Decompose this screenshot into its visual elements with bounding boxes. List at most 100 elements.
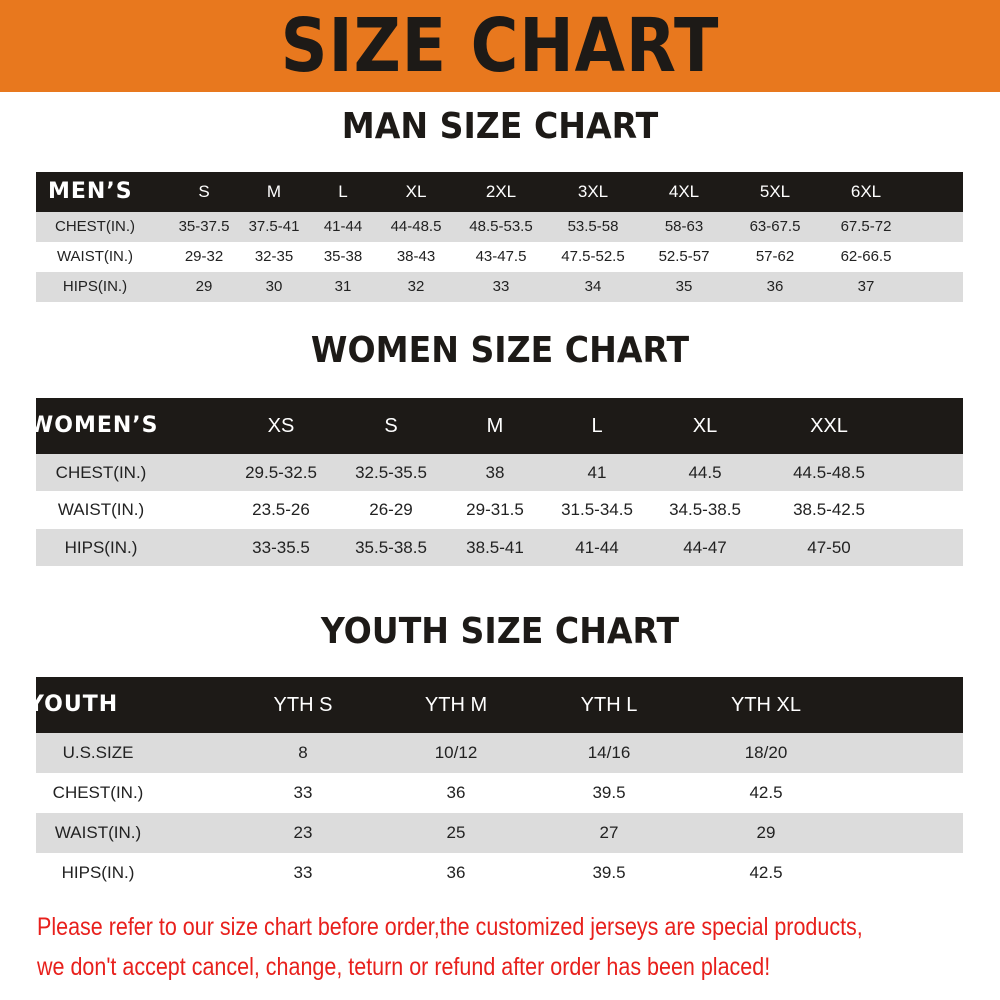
- row-label: WAIST(IN.): [57, 500, 145, 520]
- row-label: HIPS(IN.): [61, 863, 135, 882]
- measurement-cell: 36: [766, 278, 784, 295]
- measurement-cell: 38-43: [396, 248, 436, 265]
- measurement-cell: 36: [446, 863, 466, 882]
- measurement-cell: 37.5-41: [248, 218, 300, 235]
- size-header-yth-m: YTH M: [424, 694, 488, 716]
- measurement-cell: 32.5-35.5: [355, 463, 427, 482]
- size-header-m: M: [486, 415, 504, 437]
- men-section-title: MAN SIZE CHART: [341, 106, 659, 147]
- measurement-cell: 41-44: [323, 218, 363, 235]
- size-header-s: S: [384, 415, 398, 437]
- table-row-waist-in: WAIST(IN.) 23.5-26 26-29 29-31.5 31.5-34.5 34…: [36, 491, 963, 529]
- table-row-hips-in: HIPS(IN.) 29 30 31 32 33 34 35 36 37: [36, 272, 963, 302]
- women-header-row: WOMEN’S XS S M L XL XXL: [29, 398, 963, 454]
- measurement-cell: 39.5: [592, 863, 626, 882]
- size-header-xl: XL: [405, 182, 427, 201]
- measurement-cell: 44-48.5: [390, 218, 442, 235]
- table-row-waist-in: WAIST(IN.) 29-32 32-35 35-38 38-43 43-47.5 47.…: [36, 242, 963, 272]
- page-title: SIZE CHART: [280, 3, 720, 89]
- women-header-label: WOMEN’S: [29, 413, 159, 438]
- measurement-cell: 58-63: [664, 218, 704, 235]
- size-header-xs: XS: [267, 415, 295, 437]
- measurement-cell: 47-50: [807, 537, 851, 557]
- measurement-cell: 35-37.5: [178, 218, 230, 235]
- measurement-cell: 42.5: [749, 863, 783, 882]
- row-label: CHEST(IN.): [55, 218, 135, 235]
- measurement-cell: 41-44: [575, 537, 619, 557]
- measurement-cell: 44.5-48.5: [793, 463, 865, 482]
- table-row-waist-in: WAIST(IN.) 23 25 27 29: [36, 813, 963, 853]
- measurement-cell: 44.5: [688, 463, 722, 482]
- measurement-cell: 30: [265, 278, 283, 295]
- measurement-cell: 32: [407, 278, 425, 295]
- size-header-yth-l: YTH L: [580, 694, 638, 716]
- row-label: U.S.SIZE: [62, 743, 134, 762]
- size-header-l: L: [591, 415, 603, 437]
- size-header-l: L: [338, 182, 348, 201]
- size-header-4xl: 4XL: [668, 182, 700, 201]
- size-header-s: S: [198, 182, 210, 201]
- measurement-cell: 14/16: [587, 743, 631, 762]
- measurement-cell: 23.5-26: [252, 500, 310, 520]
- measurement-cell: 18/20: [744, 743, 788, 762]
- notice-line-2: we don't accept cancel, change, teturn o…: [37, 953, 771, 981]
- row-label: WAIST(IN.): [56, 248, 134, 265]
- youth-header-label: YOUTH: [28, 692, 119, 717]
- row-label: HIPS(IN.): [62, 278, 128, 295]
- measurement-cell: 43-47.5: [475, 248, 527, 265]
- table-row-chest-in: CHEST(IN.) 33 36 39.5 42.5: [36, 773, 963, 813]
- measurement-cell: 27: [599, 823, 619, 842]
- measurement-cell: 39.5: [592, 783, 626, 802]
- measurement-cell: 44-47: [683, 537, 727, 557]
- youth-size-table: YOUTH YTH S YTH M YTH L YTH XL U.S.SIZE 8 10/12…: [28, 677, 963, 893]
- men-header-label: MEN’S: [48, 179, 133, 204]
- table-row-u-s-size: U.S.SIZE 8 10/12 14/16 18/20: [36, 733, 963, 773]
- measurement-cell: 38.5-42.5: [793, 500, 865, 520]
- measurement-cell: 29: [756, 823, 776, 842]
- measurement-cell: 38.5-41: [466, 537, 524, 557]
- row-label: WAIST(IN.): [54, 823, 142, 842]
- measurement-cell: 33: [492, 278, 510, 295]
- table-row-hips-in: HIPS(IN.) 33 36 39.5 42.5: [36, 853, 963, 893]
- row-label: HIPS(IN.): [64, 537, 138, 557]
- measurement-cell: 38: [485, 463, 505, 482]
- measurement-cell: 53.5-58: [567, 218, 619, 235]
- size-header-5xl: 5XL: [759, 182, 791, 201]
- youth-section-title: YOUTH SIZE CHART: [320, 611, 680, 652]
- table-row-hips-in: HIPS(IN.) 33-35.5 35.5-38.5 38.5-41 41-44 44-…: [36, 528, 963, 566]
- size-header-xxl: XXL: [810, 415, 848, 437]
- row-label: CHEST(IN.): [55, 463, 147, 482]
- measurement-cell: 62-66.5: [840, 248, 892, 265]
- row-label: CHEST(IN.): [52, 783, 144, 802]
- size-header-m: M: [266, 182, 282, 201]
- men-size-table: MEN’S S M L XL 2XL 3XL 4XL 5XL 6XL CHEST(IN.) 35-37…: [36, 172, 963, 303]
- measurement-cell: 33: [293, 783, 313, 802]
- notice-line-1: Please refer to our size chart before or…: [37, 913, 863, 941]
- title-banner: SIZE CHART: [0, 0, 1000, 92]
- size-header-3xl: 3XL: [577, 182, 609, 201]
- measurement-cell: 33-35.5: [252, 537, 310, 557]
- measurement-cell: 32-35: [254, 248, 294, 265]
- measurement-cell: 29-32: [184, 248, 224, 265]
- measurement-cell: 41: [587, 463, 607, 482]
- measurement-cell: 67.5-72: [840, 218, 892, 235]
- measurement-cell: 31.5-34.5: [561, 500, 633, 520]
- measurement-cell: 34: [584, 278, 602, 295]
- measurement-cell: 47.5-52.5: [561, 248, 625, 265]
- measurement-cell: 25: [446, 823, 466, 842]
- measurement-cell: 29.5-32.5: [245, 463, 317, 482]
- measurement-cell: 35: [675, 278, 693, 295]
- measurement-cell: 29-31.5: [466, 500, 524, 520]
- measurement-cell: 31: [334, 278, 352, 295]
- men-header-row: MEN’S S M L XL 2XL 3XL 4XL 5XL 6XL: [36, 172, 963, 212]
- size-header-yth-xl: YTH XL: [730, 694, 802, 716]
- youth-header-row: YOUTH YTH S YTH M YTH L YTH XL: [28, 677, 963, 733]
- size-header-6xl: 6XL: [850, 182, 882, 201]
- size-header-xl: XL: [692, 415, 718, 437]
- measurement-cell: 52.5-57: [658, 248, 710, 265]
- measurement-cell: 34.5-38.5: [669, 500, 741, 520]
- measurement-cell: 33: [293, 863, 313, 882]
- measurement-cell: 8: [298, 743, 308, 762]
- measurement-cell: 36: [446, 783, 466, 802]
- measurement-cell: 35.5-38.5: [355, 537, 427, 557]
